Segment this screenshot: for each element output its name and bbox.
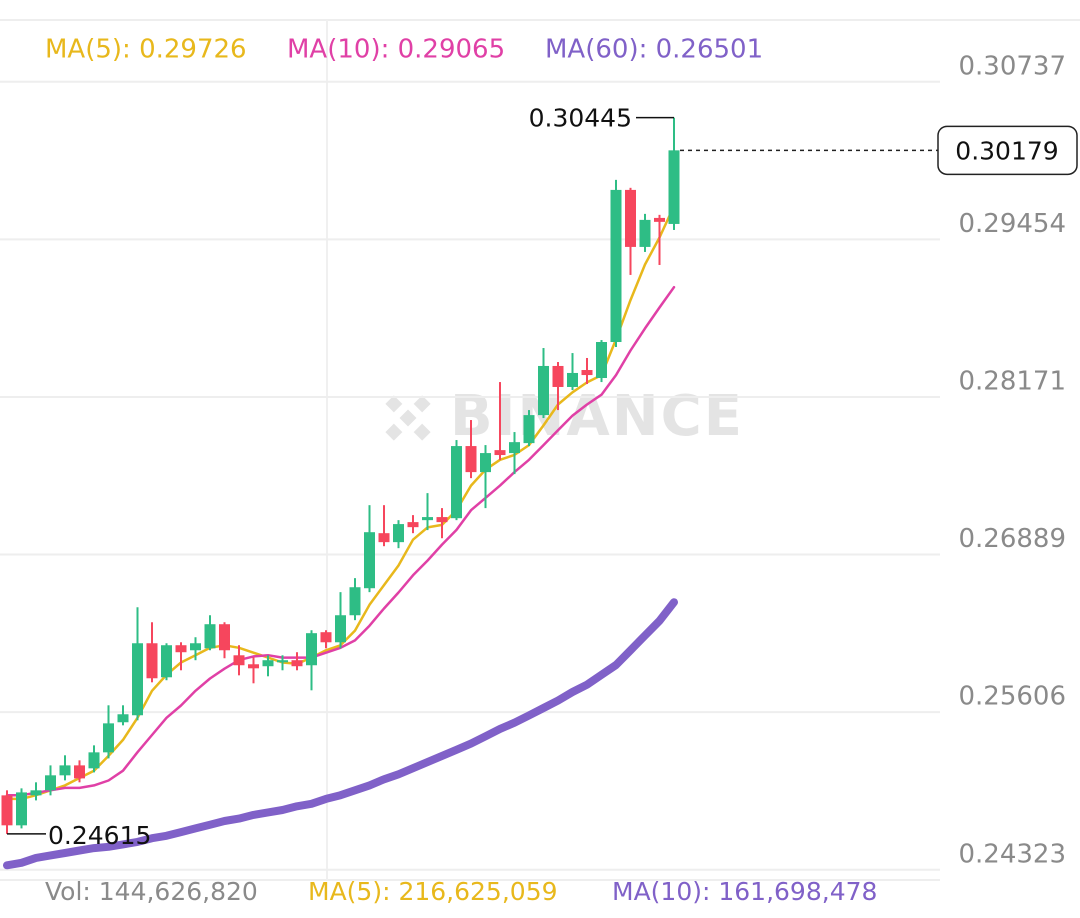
- candle-body: [349, 587, 361, 616]
- high-label: 0.30445: [529, 104, 632, 133]
- watermark-text: BINANCE: [450, 384, 744, 449]
- candle-body: [277, 660, 288, 663]
- legend-entry: MA(60): 0.26501: [545, 35, 763, 65]
- y-tick-label: 0.24323: [958, 839, 1066, 869]
- candle-body: [233, 655, 245, 666]
- candle-body: [668, 150, 680, 224]
- candle-body: [175, 645, 187, 653]
- candle-body: [378, 533, 390, 543]
- legend-entry: MA(5): 0.29726: [45, 35, 247, 65]
- grid: 0.24323 0.25606 0.26889 0.28171 0.29454 0.307…: [0, 51, 1066, 871]
- y-tick-label: 0.29454: [958, 209, 1066, 239]
- candle-body: [596, 342, 607, 379]
- y-tick-label: 0.26889: [958, 524, 1066, 554]
- low-label: 0.24615: [48, 821, 151, 850]
- candle-body: [552, 365, 564, 387]
- candle-body: [335, 615, 346, 643]
- y-tick-label: 0.28171: [958, 367, 1066, 397]
- candle-body: [494, 450, 506, 456]
- candle-body: [117, 714, 129, 723]
- ma-line: [5, 204, 676, 801]
- volume-label: MA(10): 161,698,478: [612, 877, 877, 906]
- current-price-label: 0.30179: [955, 136, 1058, 165]
- candles: [1, 117, 680, 834]
- annotations: 0.30445 0.24615 0.30179: [7, 104, 1078, 850]
- candle-body: [204, 624, 216, 649]
- legend: MA(5): 0.29726 MA(10): 0.29065 MA(60): 0.2…: [45, 35, 763, 65]
- candle-body: [74, 765, 85, 779]
- candle-body: [567, 372, 578, 387]
- candle-body: [509, 442, 520, 454]
- candle-body: [320, 632, 332, 643]
- candle-body: [45, 775, 56, 791]
- candle-body: [407, 522, 419, 528]
- candle-body: [59, 765, 71, 776]
- candle-body: [625, 189, 636, 247]
- ma-line: [5, 285, 676, 797]
- candle-body: [422, 517, 433, 521]
- volume-label: MA(5): 216,625,059: [308, 877, 558, 906]
- candle-body: [364, 532, 375, 589]
- candle-body: [480, 453, 491, 473]
- y-tick-label: 0.30737: [958, 51, 1066, 81]
- candle-body: [132, 643, 143, 716]
- candle-body: [248, 664, 259, 669]
- volume-label: Vol: 144,626,820: [45, 877, 258, 906]
- candle-body: [610, 189, 622, 343]
- current-price-box: [937, 125, 1078, 176]
- candle-body: [30, 790, 42, 796]
- watermark: BINANCE: [385, 384, 744, 449]
- candle-body: [465, 446, 477, 473]
- candle-body: [146, 643, 158, 679]
- y-tick-label: 0.25606: [958, 682, 1066, 712]
- candle-body: [88, 752, 100, 769]
- candle-body: [393, 524, 404, 543]
- candle-body: [103, 723, 114, 753]
- candle-body: [639, 219, 651, 247]
- candle-body: [523, 415, 535, 444]
- ma-lines: [3, 204, 678, 870]
- candle-body: [306, 633, 317, 666]
- candle-body: [654, 217, 665, 222]
- candle-body: [538, 365, 549, 416]
- ma-line: [3, 598, 678, 870]
- candle-body: [262, 660, 274, 667]
- candle-body: [1, 795, 13, 826]
- candle-body: [219, 624, 230, 651]
- candle-body: [161, 645, 172, 678]
- volume-legend: Vol: 144,626,820 MA(5): 216,625,059 MA(10)…: [45, 877, 877, 906]
- candle-body: [581, 370, 593, 376]
- candle-body: [291, 660, 303, 667]
- candle-body: [451, 446, 462, 519]
- candle-body: [190, 643, 201, 651]
- legend-entry: MA(10): 0.29065: [287, 35, 505, 65]
- candle-body: [16, 792, 27, 826]
- candle-body: [436, 517, 448, 523]
